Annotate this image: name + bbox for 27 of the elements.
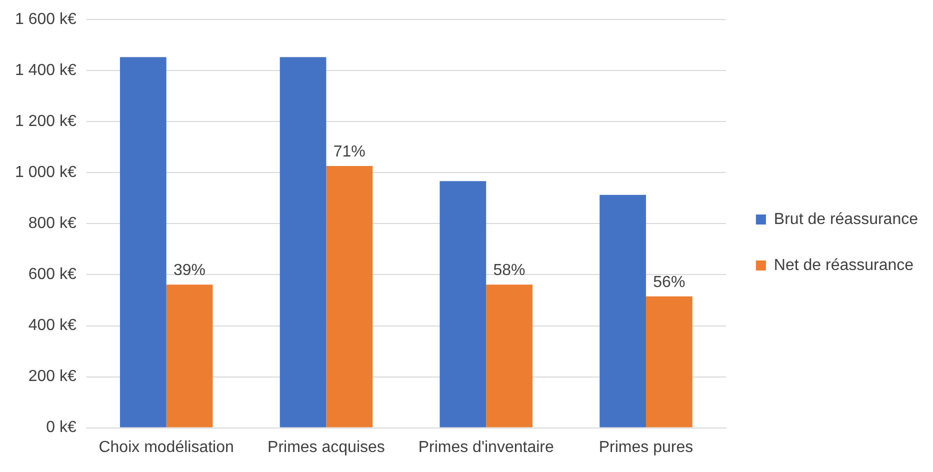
y-tick-label: 800 k€ bbox=[28, 215, 76, 232]
y-tick-label: 1 400 k€ bbox=[14, 62, 76, 80]
y-tick-label: 400 k€ bbox=[28, 317, 76, 334]
annotation: 39% bbox=[173, 262, 206, 280]
annotation: 58% bbox=[493, 262, 526, 280]
legend-label: Net de réassurance bbox=[774, 256, 914, 274]
y-tick-label: 200 k€ bbox=[28, 368, 76, 386]
x-tick-label: Primes pures bbox=[598, 438, 694, 456]
bar bbox=[326, 166, 373, 428]
legend-label: Brut de réassurance bbox=[774, 210, 918, 228]
x-tick-label: Primes acquises bbox=[268, 438, 385, 456]
annotation: 56% bbox=[653, 274, 686, 291]
y-tick-label: 1 200 k€ bbox=[14, 113, 76, 130]
bar bbox=[120, 57, 166, 428]
x-tick-label: Primes d'inventaire bbox=[418, 438, 554, 456]
y-tick-label: 0 k€ bbox=[46, 419, 76, 436]
bar bbox=[166, 284, 213, 428]
y-tick-label: 1 600 k€ bbox=[14, 11, 76, 28]
bar bbox=[486, 284, 532, 428]
bar bbox=[646, 296, 692, 428]
y-tick-label: 600 k€ bbox=[28, 266, 76, 284]
x-tick-label: Choix modélisation bbox=[98, 438, 234, 456]
bar bbox=[600, 194, 646, 428]
bar bbox=[440, 181, 486, 428]
bar bbox=[280, 57, 326, 428]
annotation: 71% bbox=[333, 143, 366, 160]
y-tick-label: 1 000 k€ bbox=[14, 164, 76, 182]
